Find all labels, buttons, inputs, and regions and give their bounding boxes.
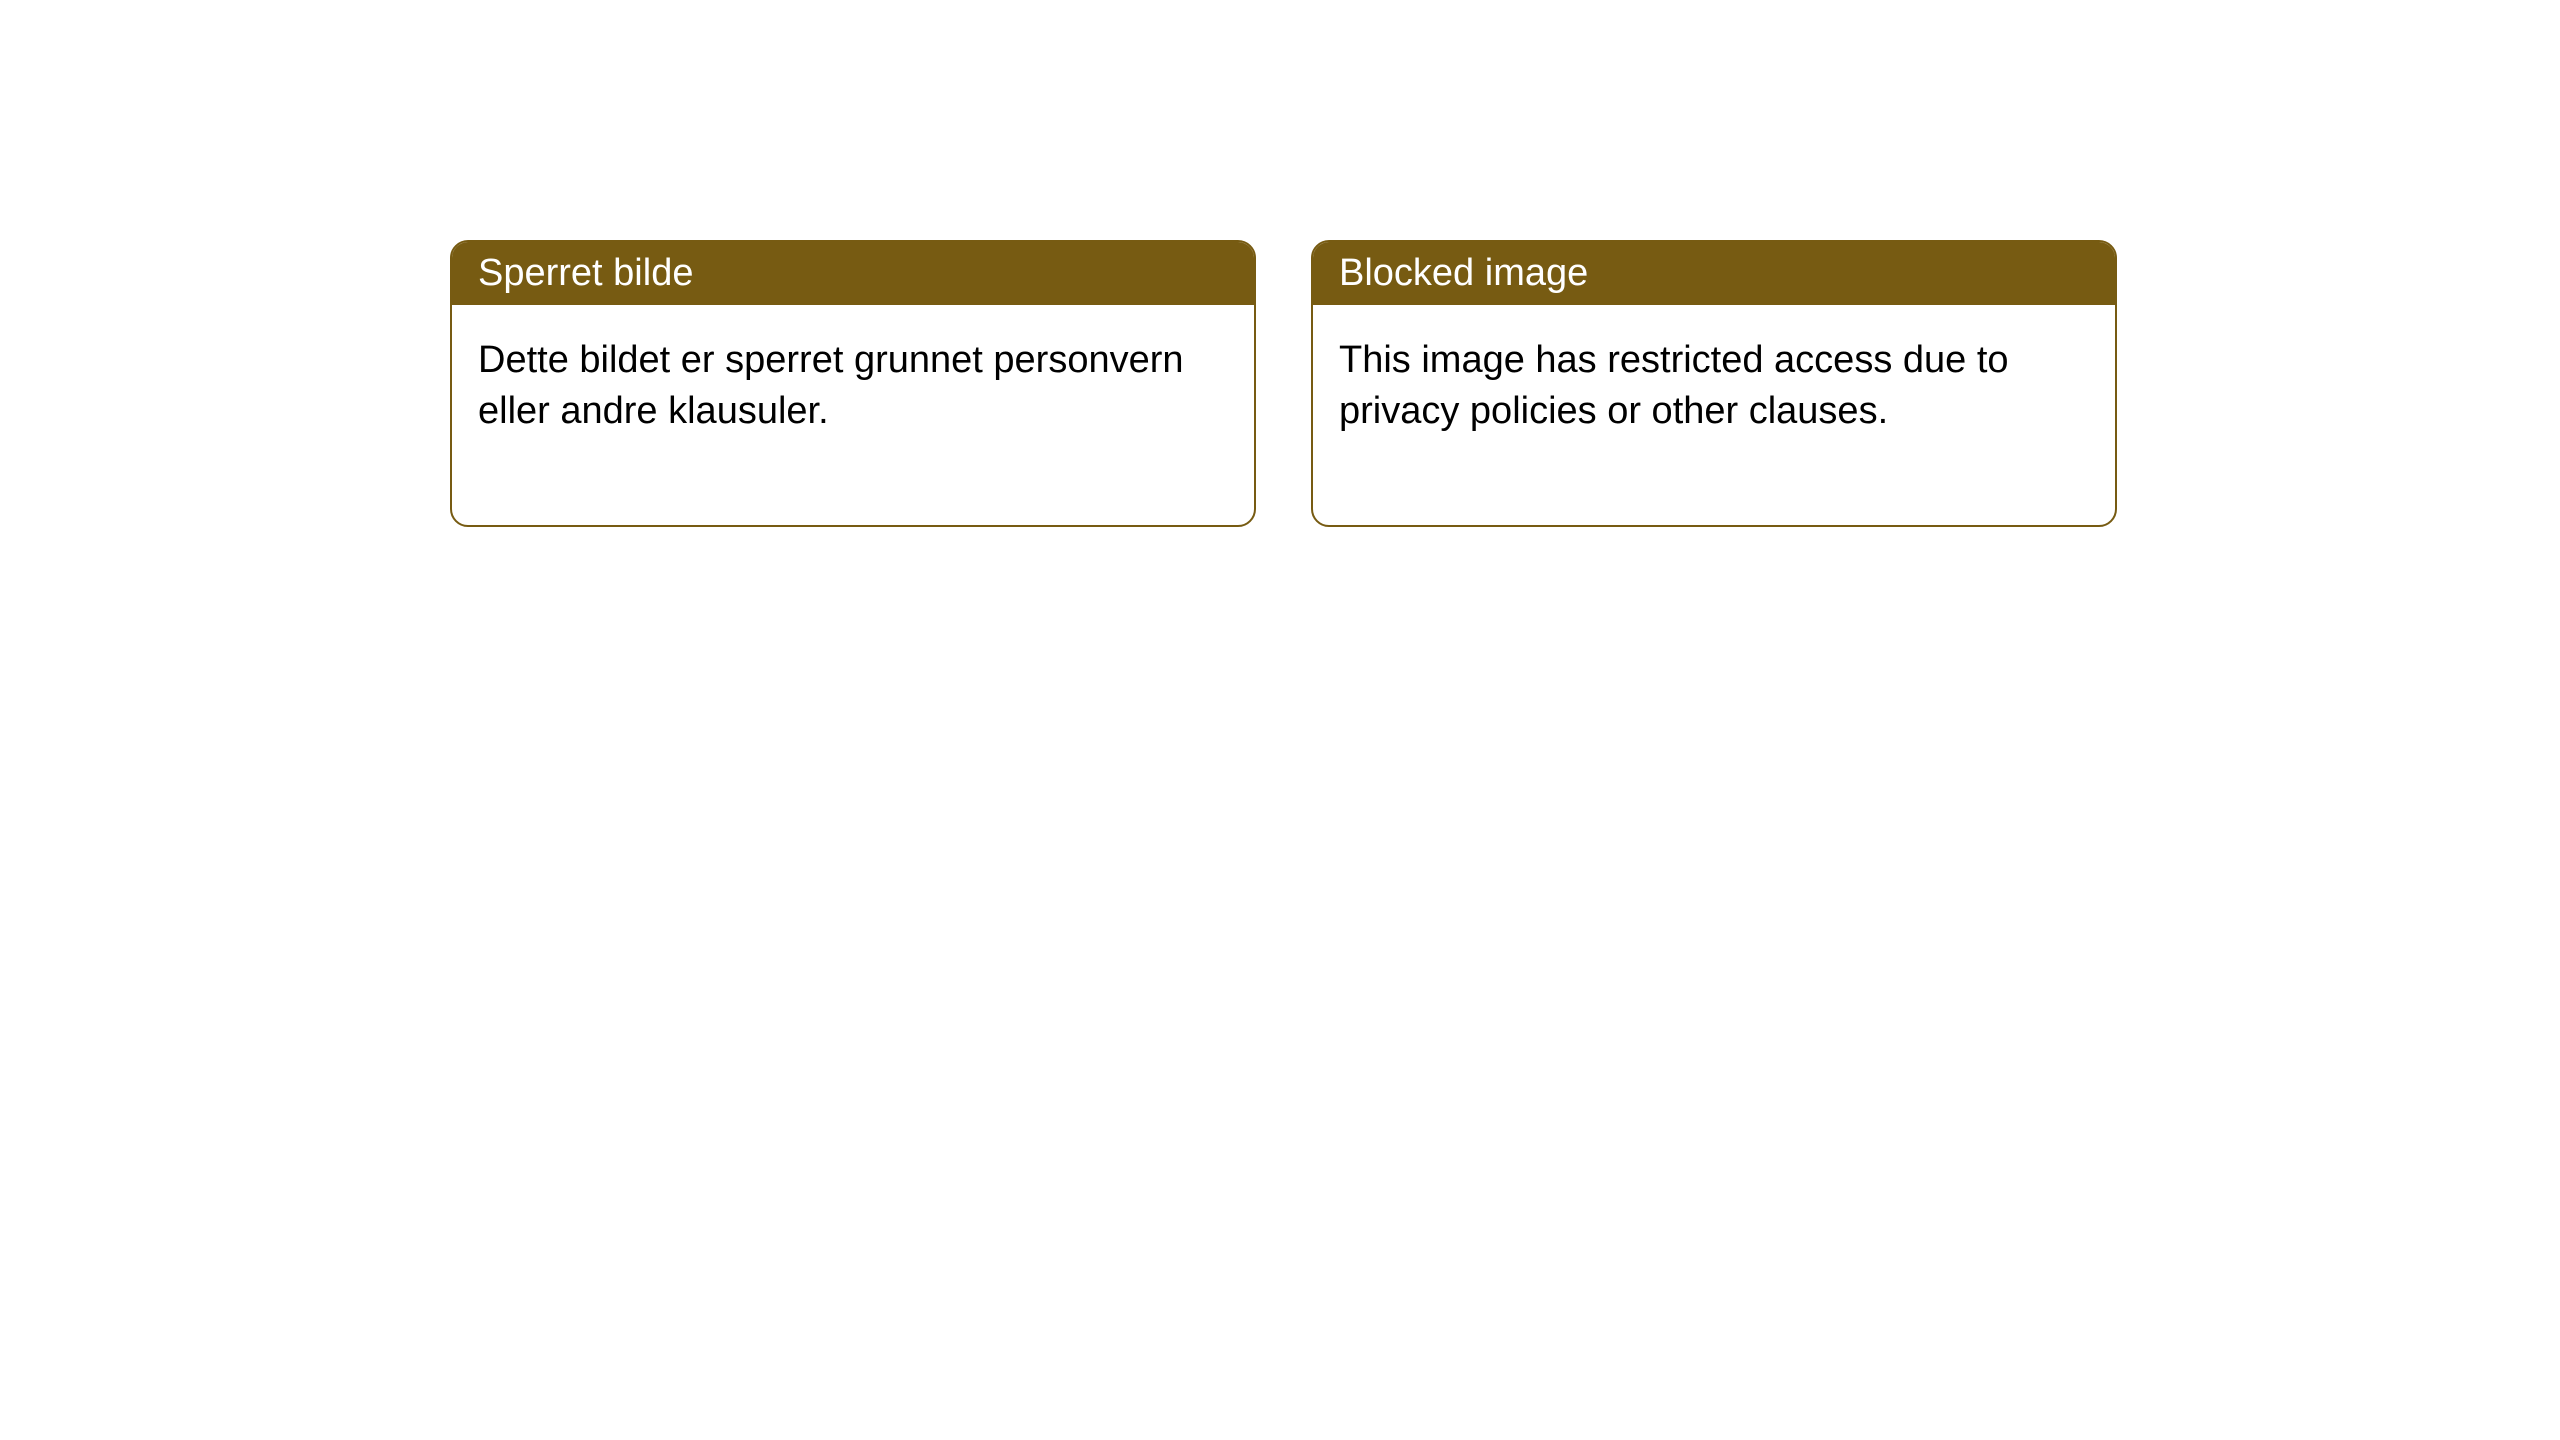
notice-body-english: This image has restricted access due to … [1313, 305, 2115, 525]
notice-body-norwegian: Dette bildet er sperret grunnet personve… [452, 305, 1254, 525]
notice-header-norwegian: Sperret bilde [452, 242, 1254, 305]
notice-card-english: Blocked image This image has restricted … [1311, 240, 2117, 527]
notice-container: Sperret bilde Dette bildet er sperret gr… [450, 240, 2117, 527]
notice-header-english: Blocked image [1313, 242, 2115, 305]
notice-card-norwegian: Sperret bilde Dette bildet er sperret gr… [450, 240, 1256, 527]
